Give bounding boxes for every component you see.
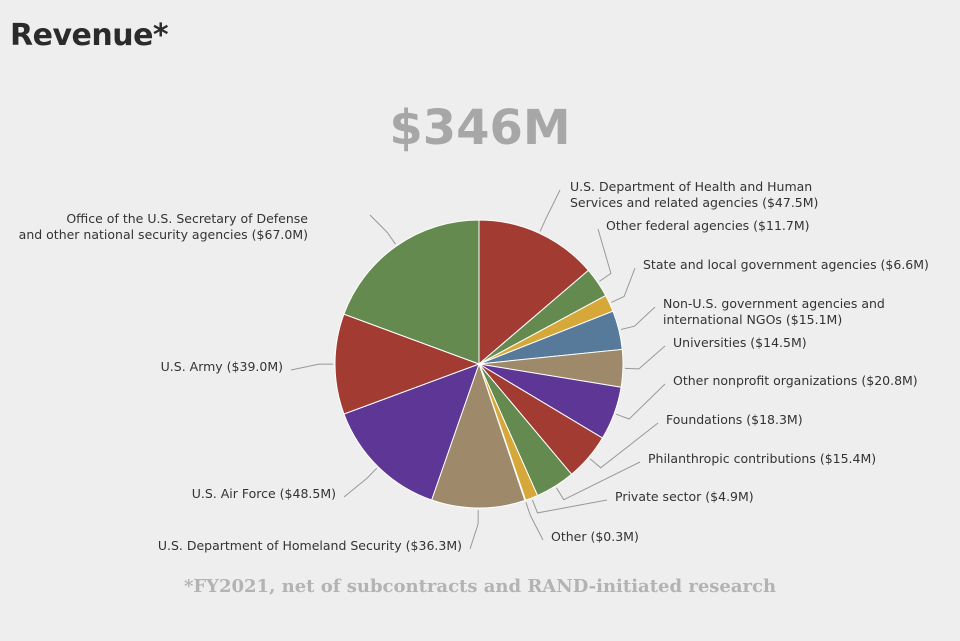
slice-label-1: Other federal agencies ($11.7M) bbox=[606, 218, 809, 233]
slice-label-6: Foundations ($18.3M) bbox=[666, 412, 803, 427]
slice-label-11: U.S. Air Force ($48.5M) bbox=[192, 486, 336, 501]
leader-lines bbox=[290, 189, 666, 550]
slice-label-9: Other ($0.3M) bbox=[551, 529, 639, 544]
total-revenue: $346M bbox=[389, 100, 571, 156]
pie-slice-0 bbox=[478, 219, 590, 366]
leader-line-7 bbox=[555, 461, 641, 501]
page-title: Revenue* bbox=[10, 18, 169, 53]
leader-line-5 bbox=[615, 383, 666, 420]
slice-label-2: State and local government agencies ($6.… bbox=[643, 257, 929, 272]
leader-line-4 bbox=[624, 345, 666, 370]
leader-line-9 bbox=[525, 502, 544, 541]
slice-label-12: U.S. Army ($39.0M) bbox=[161, 359, 283, 374]
slice-label-10: U.S. Department of Homeland Security ($3… bbox=[158, 538, 462, 553]
leader-line-11 bbox=[343, 467, 378, 498]
pie-slice-13 bbox=[343, 219, 480, 365]
leader-line-1 bbox=[597, 228, 612, 282]
slice-label-5: Other nonprofit organizations ($20.8M) bbox=[673, 373, 918, 388]
slice-label-13: Office of the U.S. Secretary of Defense a… bbox=[19, 211, 309, 242]
leader-line-10 bbox=[469, 509, 479, 550]
footnote: *FY2021, net of subcontracts and RAND-in… bbox=[183, 576, 777, 597]
leader-line-2 bbox=[611, 267, 636, 303]
slice-label-7: Philanthropic contributions ($15.4M) bbox=[648, 451, 876, 466]
slice-label-0: U.S. Department of Health and Human Servi… bbox=[570, 179, 818, 210]
pie-slices bbox=[334, 219, 624, 509]
leader-line-6 bbox=[589, 422, 659, 469]
pie-slice-12 bbox=[334, 313, 481, 415]
leader-line-0 bbox=[539, 189, 561, 232]
slice-label-8: Private sector ($4.9M) bbox=[615, 489, 754, 504]
pie-slice-10 bbox=[431, 362, 526, 509]
leader-line-13 bbox=[369, 214, 396, 245]
slice-label-4: Universities ($14.5M) bbox=[673, 335, 807, 350]
slice-labels: U.S. Department of Health and Human Servi… bbox=[19, 179, 929, 553]
pie-slice-11 bbox=[343, 363, 480, 501]
leader-line-12 bbox=[290, 363, 333, 371]
leader-line-8 bbox=[531, 499, 608, 514]
slice-label-3: Non-U.S. government agencies and internat… bbox=[663, 296, 885, 327]
leader-line-3 bbox=[620, 306, 656, 330]
